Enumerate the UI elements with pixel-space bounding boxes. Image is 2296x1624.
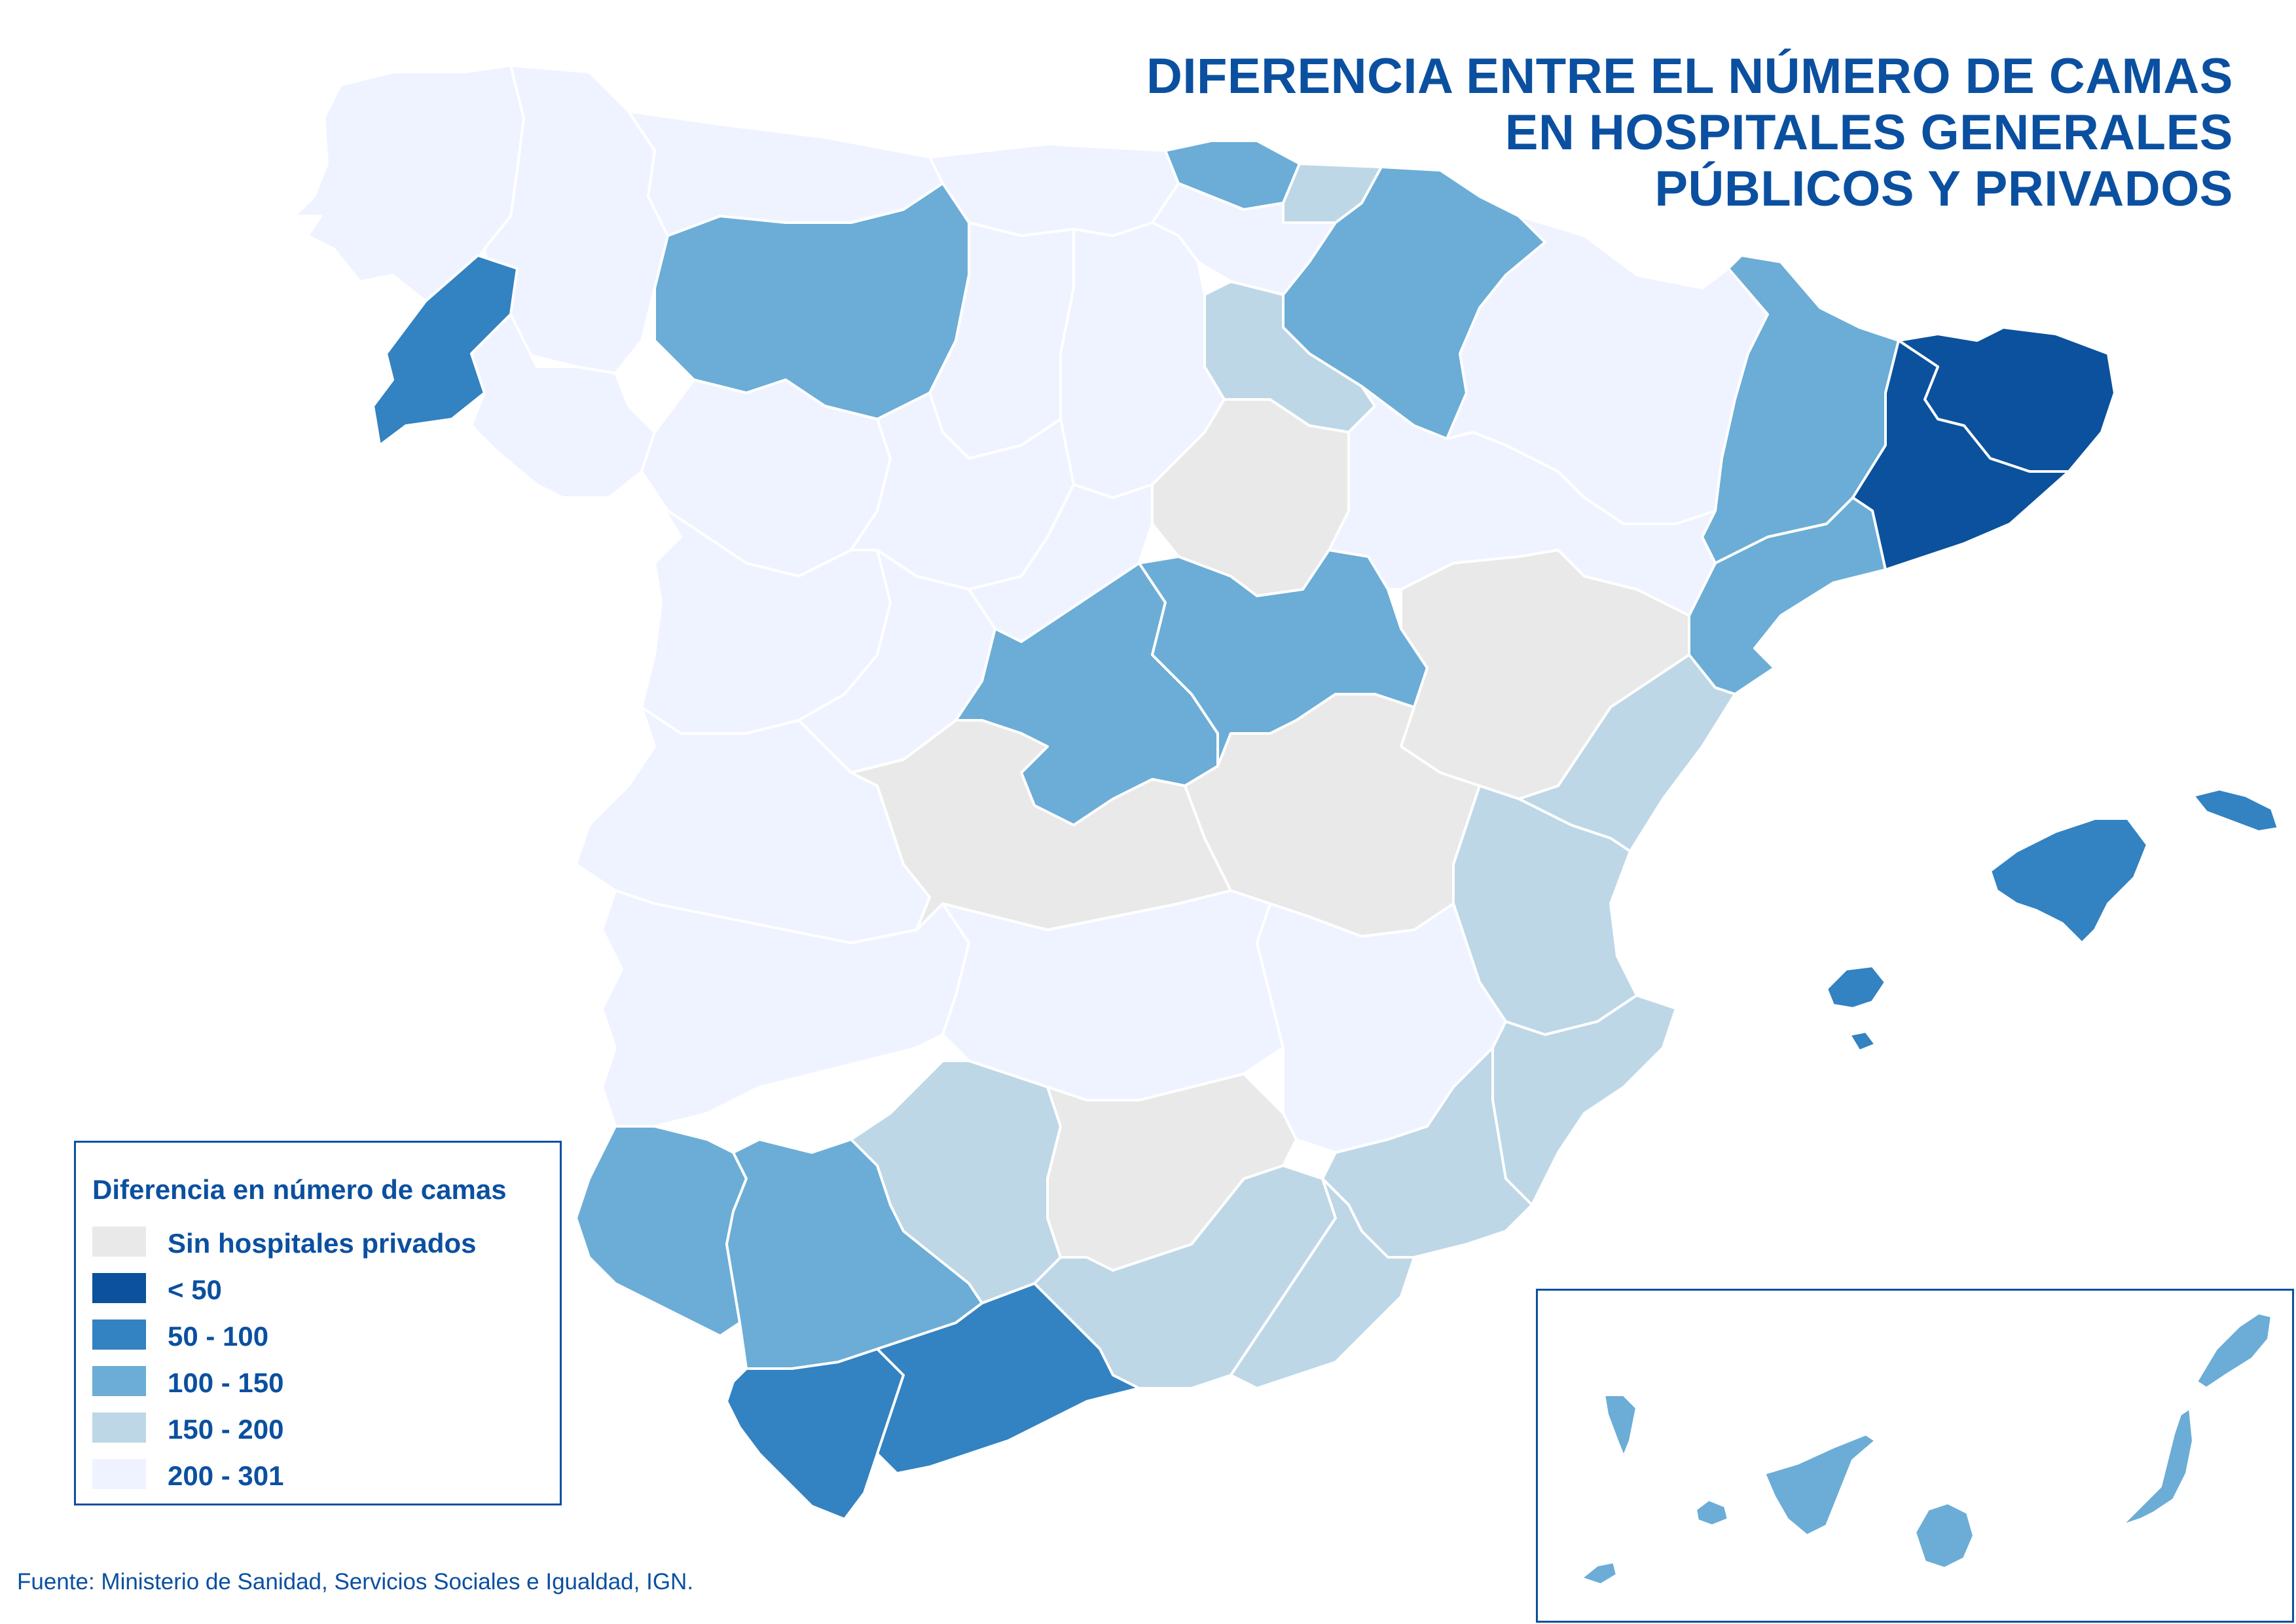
legend-swatch: [92, 1412, 146, 1443]
region-la-gomera: [1694, 1498, 1730, 1527]
region-mallorca: [1989, 817, 2149, 944]
region-barcelona: [1851, 339, 2070, 571]
legend-label: Sin hospitales privados: [168, 1228, 477, 1259]
region-ibiza: [1825, 965, 1887, 1010]
legend-label: 50 - 100: [168, 1321, 269, 1352]
region-ourense: [470, 313, 656, 499]
region-lanzarote: [2195, 1312, 2273, 1390]
legend-swatch: [92, 1320, 146, 1350]
legend-label: 100 - 150: [168, 1367, 284, 1398]
region-huelva: [575, 1125, 748, 1337]
legend-label: 150 - 200: [168, 1414, 284, 1445]
region-pontevedra: [372, 254, 519, 447]
title-line-3: PÚBLICOS Y PRIVADOS: [1654, 161, 2233, 217]
map-title: DIFERENCIA ENTRE EL NÚMERO DE CAMAS EN H…: [1120, 48, 2233, 217]
legend-label: < 50: [168, 1274, 222, 1305]
legend-swatch: [92, 1227, 146, 1257]
legend: Diferencia en número de camas Sin hospit…: [74, 1141, 562, 1505]
source-note: Fuente: Ministerio de Sanidad, Servicios…: [17, 1569, 694, 1595]
title-line-1: DIFERENCIA ENTRE EL NÚMERO DE CAMAS: [1146, 48, 2233, 104]
region-almeria: [1230, 1177, 1415, 1390]
legend-swatch: [92, 1459, 146, 1489]
region-menorca: [2192, 788, 2280, 833]
legend-swatch: [92, 1273, 146, 1303]
region-tenerife: [1763, 1433, 1877, 1537]
region-cadiz: [725, 1348, 905, 1521]
region-badajoz: [601, 889, 970, 1128]
region-alicante: [1491, 994, 1677, 1206]
region-el-hierro: [1580, 1560, 1618, 1586]
title-line-2: EN HOSPITALES GENERALES: [1504, 105, 2233, 160]
legend-title: Diferencia en número de camas: [92, 1174, 507, 1205]
region-la-palma: [1603, 1393, 1638, 1458]
region-malaga: [876, 1282, 1140, 1475]
region-gran-canaria: [1914, 1502, 1975, 1570]
legend-label: 200 - 301: [168, 1460, 284, 1491]
canary-islands-inset-frame: [1536, 1289, 2294, 1623]
legend-swatch: [92, 1366, 146, 1396]
region-formentera: [1848, 1030, 1877, 1052]
region-fuerteventura: [2120, 1407, 2195, 1527]
